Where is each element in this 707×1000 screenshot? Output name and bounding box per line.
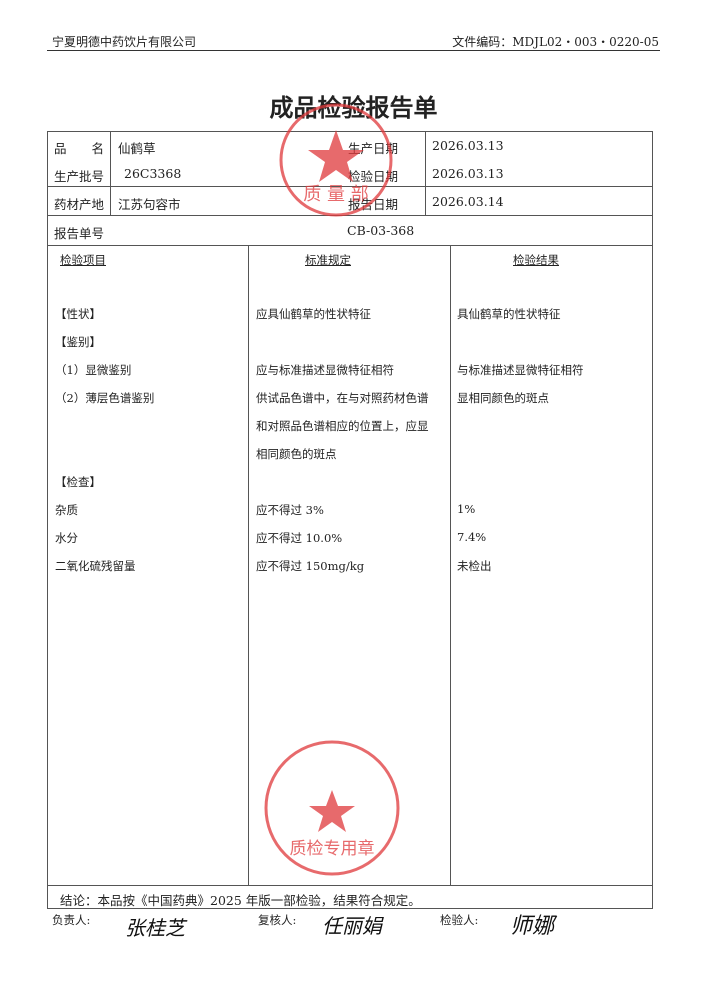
product-name-label: 品 名 xyxy=(54,141,105,156)
quality-dept-seal: 质 量 部 xyxy=(279,103,393,217)
inspection-date-label: 检验日期 xyxy=(348,169,399,184)
origin: 江苏句容市 xyxy=(118,197,181,212)
row-standard: 供试品色谱中，在与对照药材色谱 xyxy=(256,391,429,405)
company-name: 宁夏明德中药饮片有限公司 xyxy=(52,35,197,49)
reviewer-label: 复核人: xyxy=(258,913,297,927)
row-item: 二氧化硫残留量 xyxy=(55,559,136,573)
svg-text:质 量 部: 质 量 部 xyxy=(303,184,368,205)
report-date: 2026.03.14 xyxy=(432,194,504,209)
inspection-date: 2026.03.13 xyxy=(432,166,504,181)
row-item: 杂质 xyxy=(55,503,78,517)
row-item: 【性状】 xyxy=(55,307,101,321)
row-item: 【鉴别】 xyxy=(55,335,101,349)
star-icon xyxy=(309,790,355,832)
row-standard: 和对照品色谱相应的位置上，应显 xyxy=(256,419,429,433)
batch-label: 生产批号 xyxy=(54,169,105,184)
row-result: 1% xyxy=(457,502,476,516)
doc-code: 文件编码：MDJL02・003・0220-05 xyxy=(452,35,659,49)
row-standard: 相同颜色的斑点 xyxy=(256,447,337,461)
row-result: 与标准描述显微特征相符 xyxy=(457,363,584,377)
responsible-label: 负责人: xyxy=(52,913,91,927)
header-rule xyxy=(47,50,660,51)
product-name: 仙鹤草 xyxy=(118,141,156,156)
row-item: 水分 xyxy=(55,531,78,545)
production-date: 2026.03.13 xyxy=(432,138,504,153)
row-standard: 应与标准描述显微特征相符 xyxy=(256,363,394,377)
origin-label: 药材产地 xyxy=(54,197,105,212)
reviewer-signature: 任丽娟 xyxy=(322,914,382,938)
col-header-item: 检验项目 xyxy=(60,253,106,267)
star-icon xyxy=(308,130,364,182)
row-standard: 应不得过 10.0% xyxy=(256,531,343,545)
report-no: CB-03-368 xyxy=(347,223,415,238)
row-item: 【检查】 xyxy=(55,475,101,489)
responsible-signature: 张桂芝 xyxy=(125,916,185,940)
batch-number: 26C3368 xyxy=(124,166,182,181)
row-item: （2）薄层色谱鉴别 xyxy=(55,391,155,405)
col-header-result: 检验结果 xyxy=(513,253,559,267)
row-standard: 应不得过 3% xyxy=(256,503,324,517)
col-header-standard: 标准规定 xyxy=(305,253,351,267)
row-result: 具仙鹤草的性状特征 xyxy=(457,307,561,321)
inspector-signature: 师娜 xyxy=(510,914,555,939)
row-standard: 应具仙鹤草的性状特征 xyxy=(256,307,371,321)
row-result: 显相同颜色的斑点 xyxy=(457,391,549,405)
row-result: 7.4% xyxy=(457,530,487,544)
conclusion: 结论：本品按《中国药典》2025 年版一部检验，结果符合规定。 xyxy=(60,893,421,908)
row-item: （1）显微鉴别 xyxy=(55,363,132,377)
inspector-label: 检验人: xyxy=(440,913,479,927)
row-result: 未检出 xyxy=(457,559,492,573)
inspection-seal: 质检专用章 xyxy=(264,740,400,876)
report-no-label: 报告单号 xyxy=(54,226,105,241)
row-standard: 应不得过 150mg/kg xyxy=(256,559,365,573)
svg-text:质检专用章: 质检专用章 xyxy=(290,839,375,859)
